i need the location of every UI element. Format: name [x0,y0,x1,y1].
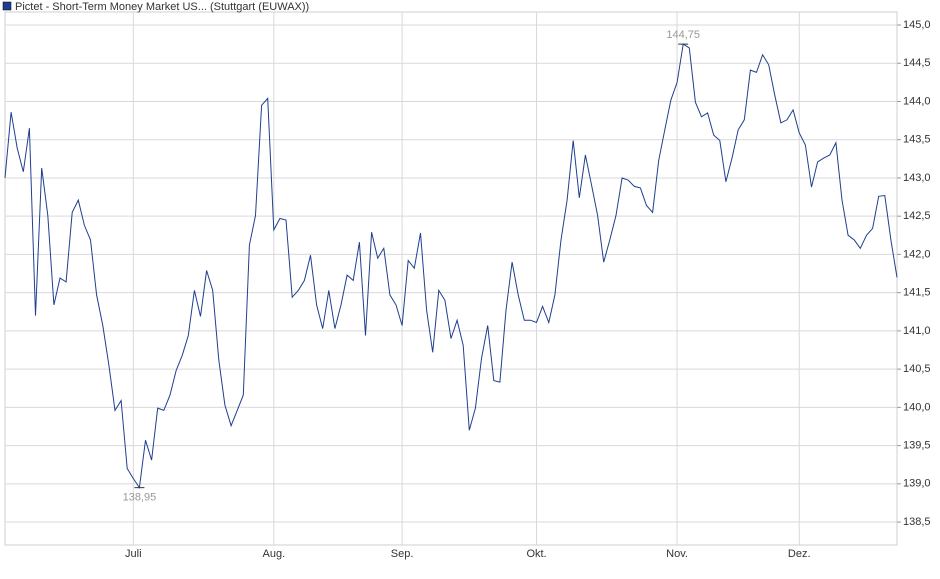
y-tick-label: 142,0 [903,248,931,260]
x-tick-label: Okt. [526,548,546,560]
annotation-label: 144,75 [666,29,700,41]
legend-swatch [2,1,12,11]
y-tick-label: 138,5 [903,516,931,528]
y-tick-label: 141,5 [903,287,931,299]
y-tick-label: 143,5 [903,134,931,146]
y-tick-label: 144,0 [903,95,931,107]
y-tick-label: 145,0 [903,19,931,31]
y-tick-label: 139,5 [903,439,931,451]
y-tick-label: 140,5 [903,363,931,375]
y-tick-label: 142,5 [903,210,931,222]
y-tick-label: 141,0 [903,325,931,337]
x-tick-label: Aug. [263,548,286,560]
x-tick-label: Dez. [788,548,811,560]
x-tick-label: Sep. [391,548,414,560]
legend-label: Pictet - Short-Term Money Market US... (… [15,1,309,13]
y-tick-label: 144,5 [903,57,931,69]
x-tick-label: Nov. [666,548,688,560]
x-tick-label: Juli [125,548,142,560]
y-tick-label: 140,0 [903,401,931,413]
annotation-label: 138,95 [123,492,157,504]
plot-frame [4,11,898,546]
y-tick-label: 139,0 [903,478,931,490]
y-tick-label: 143,0 [903,172,931,184]
price-line [4,43,898,489]
